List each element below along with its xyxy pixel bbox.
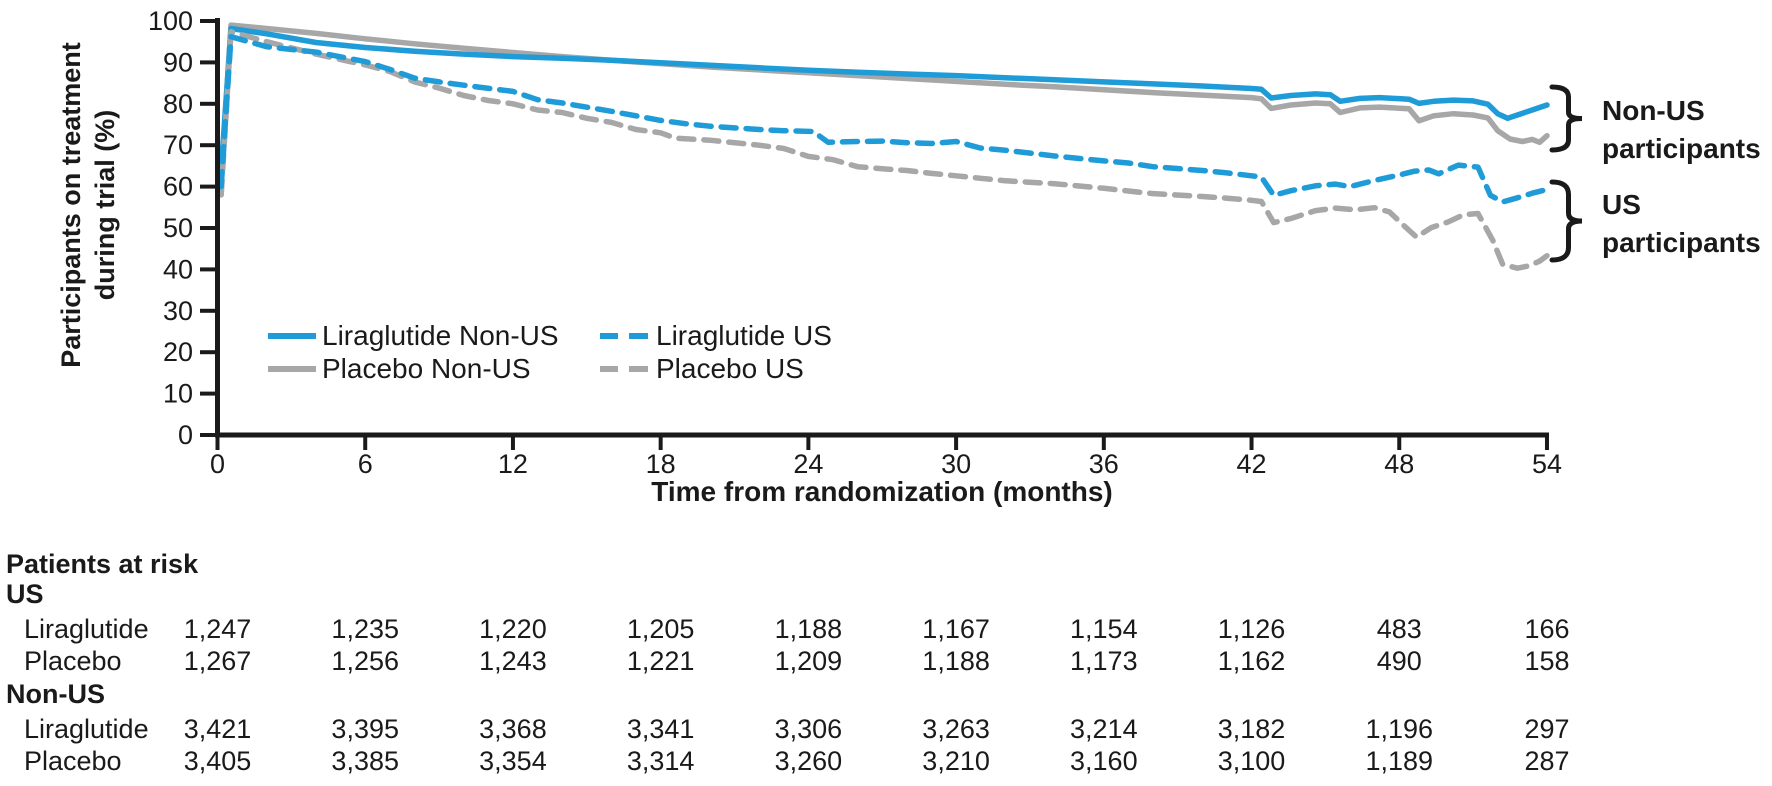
svg-text:36: 36: [1089, 449, 1119, 479]
risk-value: 3,306: [774, 714, 843, 744]
svg-text:0: 0: [178, 420, 193, 450]
svg-text:48: 48: [1384, 449, 1414, 479]
risk-group-label-us: US: [6, 579, 44, 609]
legend-swatch-liraglutide-us: [600, 333, 648, 339]
svg-text:54: 54: [1532, 449, 1562, 479]
svg-text:42: 42: [1237, 449, 1267, 479]
legend-label-liraglutide-us: Liraglutide US: [656, 320, 832, 351]
risk-group-row-non-us: Non-US: [0, 679, 1772, 709]
svg-text:70: 70: [163, 130, 193, 160]
risk-value: 1,189: [1365, 746, 1434, 776]
risk-value: 3,368: [479, 714, 547, 744]
risk-value: 297: [1524, 714, 1570, 744]
legend-label-placebo-non-us: Placebo Non-US: [322, 353, 531, 384]
risk-value: 3,314: [626, 746, 695, 776]
risk-value: 1,188: [774, 614, 843, 644]
risk-value: 3,395: [331, 714, 399, 744]
risk-value: 158: [1524, 646, 1570, 676]
risk-value: 1,196: [1365, 714, 1434, 744]
annotation-line: participants: [1602, 133, 1761, 164]
risk-value: 1,173: [1070, 646, 1138, 676]
risk-row-us-liraglutide: Liraglutide 1,247 1,235 1,220 1,205 1,188 1,1…: [0, 614, 1772, 644]
svg-text:0: 0: [210, 449, 225, 479]
annotation-non-us-participants: Non-US participants: [1602, 92, 1761, 168]
annotation-line: US: [1602, 189, 1641, 220]
risk-value: 1,154: [1070, 614, 1138, 644]
svg-text:30: 30: [941, 449, 971, 479]
svg-text:20: 20: [163, 337, 193, 367]
risk-table-title: Patients at risk: [6, 549, 199, 579]
svg-text:30: 30: [163, 296, 193, 326]
risk-value: 3,354: [479, 746, 547, 776]
risk-row-label: Placebo: [24, 746, 122, 776]
annotation-line: Non-US: [1602, 95, 1705, 126]
risk-value: 3,341: [626, 714, 695, 744]
risk-value: 1,243: [479, 646, 547, 676]
risk-value: 3,210: [922, 746, 990, 776]
annotation-line: participants: [1602, 227, 1761, 258]
y-axis-title-line1: Participants on treatment: [56, 42, 86, 368]
risk-row-label: Liraglutide: [24, 614, 149, 644]
svg-text:10: 10: [163, 379, 193, 409]
risk-value: 3,100: [1217, 746, 1286, 776]
svg-text:40: 40: [163, 254, 193, 284]
risk-value: 3,260: [774, 746, 843, 776]
y-axis-title: Participants on treatment during trial (…: [54, 42, 122, 368]
risk-row-non-us-liraglutide: Liraglutide 3,421 3,395 3,368 3,341 3,306 3,2…: [0, 714, 1772, 744]
risk-value: 3,160: [1070, 746, 1138, 776]
svg-text:80: 80: [163, 89, 193, 119]
risk-value: 490: [1376, 646, 1422, 676]
risk-value: 166: [1524, 614, 1570, 644]
risk-row-label: Placebo: [24, 646, 122, 676]
annotation-us-participants: US participants: [1602, 186, 1761, 262]
legend-swatch-liraglutide-non-us: [268, 333, 316, 339]
svg-text:24: 24: [793, 449, 823, 479]
risk-row-non-us-placebo: Placebo 3,405 3,385 3,354 3,314 3,260 3,210 3,…: [0, 746, 1772, 776]
risk-value: 287: [1524, 746, 1570, 776]
risk-value: 1,167: [922, 614, 990, 644]
svg-text:90: 90: [163, 47, 193, 77]
risk-value: 1,209: [774, 646, 843, 676]
legend-swatch-placebo-non-us: [268, 366, 316, 372]
risk-value: 1,235: [331, 614, 399, 644]
legend-label-placebo-us: Placebo US: [656, 353, 804, 384]
legend-swatch-placebo-us: [600, 366, 648, 372]
risk-value: 1,126: [1217, 614, 1286, 644]
risk-value: 1,267: [183, 646, 252, 676]
svg-text:18: 18: [646, 449, 676, 479]
risk-value: 1,247: [183, 614, 252, 644]
svg-text:6: 6: [358, 449, 373, 479]
y-axis-title-line2: during trial (%): [90, 109, 120, 301]
svg-text:100: 100: [148, 6, 193, 36]
legend-label-liraglutide-non-us: Liraglutide Non-US: [322, 320, 559, 351]
risk-value: 3,214: [1070, 714, 1138, 744]
risk-value: 1,188: [922, 646, 990, 676]
risk-value: 1,256: [331, 646, 399, 676]
risk-value: 3,182: [1217, 714, 1286, 744]
risk-value: 1,221: [626, 646, 695, 676]
risk-value: 1,220: [479, 614, 547, 644]
risk-row-us-placebo: Placebo 1,267 1,256 1,243 1,221 1,209 1,188 1,…: [0, 646, 1772, 676]
risk-value: 3,405: [183, 746, 252, 776]
risk-value: 483: [1376, 614, 1422, 644]
risk-group-label-non-us: Non-US: [6, 679, 105, 709]
risk-group-row-us: US: [0, 579, 1772, 609]
risk-value: 1,162: [1217, 646, 1286, 676]
svg-text:50: 50: [163, 213, 193, 243]
risk-value: 3,421: [183, 714, 252, 744]
risk-value: 1,205: [626, 614, 695, 644]
risk-row-label: Liraglutide: [24, 714, 149, 744]
x-axis-title: Time from randomization (months): [651, 476, 1113, 507]
risk-value: 3,385: [331, 746, 399, 776]
risk-value: 3,263: [922, 714, 990, 744]
svg-text:60: 60: [163, 172, 193, 202]
risk-table-title-row: Patients at risk: [0, 549, 1772, 579]
svg-text:12: 12: [498, 449, 528, 479]
